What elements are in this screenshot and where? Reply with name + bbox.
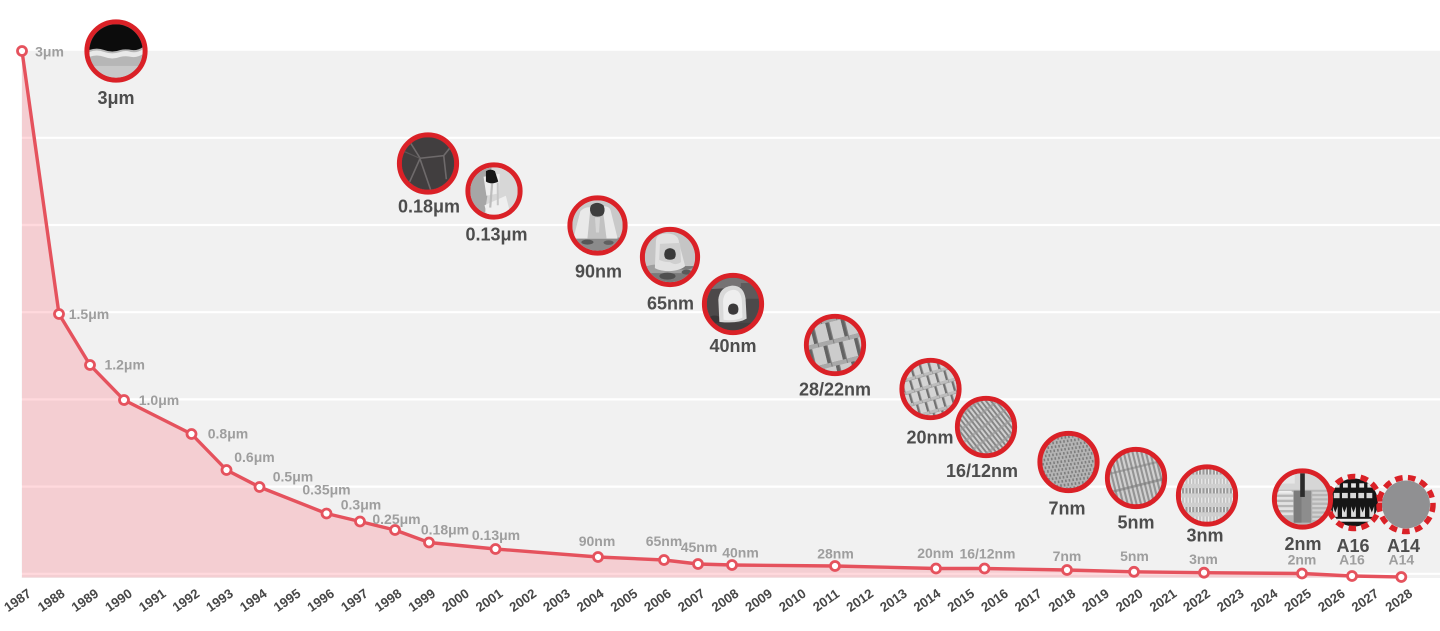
svg-text:2019: 2019 — [1079, 586, 1112, 615]
svg-text:2011: 2011 — [810, 586, 842, 615]
svg-text:0.3μm: 0.3μm — [341, 497, 381, 513]
svg-text:A14: A14 — [1387, 536, 1420, 556]
svg-text:2014: 2014 — [911, 585, 944, 614]
svg-text:28/22nm: 28/22nm — [799, 380, 871, 400]
svg-text:2018: 2018 — [1046, 586, 1079, 615]
svg-text:2020: 2020 — [1113, 586, 1146, 615]
svg-text:2022: 2022 — [1180, 586, 1213, 615]
svg-text:0.18μm: 0.18μm — [398, 197, 460, 217]
svg-text:2001: 2001 — [473, 586, 506, 615]
svg-text:1996: 1996 — [304, 586, 337, 615]
svg-text:1.5μm: 1.5μm — [69, 306, 109, 322]
svg-text:1997: 1997 — [338, 586, 371, 615]
svg-text:1995: 1995 — [271, 586, 304, 615]
svg-text:2024: 2024 — [1248, 585, 1281, 614]
svg-text:2006: 2006 — [641, 586, 674, 615]
svg-text:2015: 2015 — [944, 586, 977, 615]
svg-text:7nm: 7nm — [1053, 548, 1082, 564]
svg-text:1999: 1999 — [405, 586, 438, 615]
svg-text:1994: 1994 — [237, 585, 270, 614]
svg-text:65nm: 65nm — [646, 533, 683, 549]
svg-text:40nm: 40nm — [709, 336, 756, 356]
svg-text:1989: 1989 — [69, 586, 102, 615]
svg-text:2021: 2021 — [1147, 586, 1180, 615]
svg-text:7nm: 7nm — [1048, 499, 1085, 519]
svg-text:2017: 2017 — [1012, 586, 1045, 615]
svg-text:45nm: 45nm — [681, 539, 718, 555]
svg-text:16/12nm: 16/12nm — [959, 546, 1015, 562]
svg-text:A16: A16 — [1339, 552, 1365, 568]
svg-text:1993: 1993 — [203, 586, 236, 615]
svg-text:0.18μm: 0.18μm — [421, 522, 469, 538]
svg-text:65nm: 65nm — [647, 294, 694, 314]
svg-text:16/12nm: 16/12nm — [946, 461, 1018, 481]
svg-text:5nm: 5nm — [1120, 548, 1149, 564]
svg-text:A14: A14 — [1388, 552, 1414, 568]
svg-text:2012: 2012 — [843, 586, 876, 615]
svg-text:0.25μm: 0.25μm — [372, 511, 420, 527]
svg-text:2008: 2008 — [709, 586, 742, 615]
svg-text:5nm: 5nm — [1117, 513, 1154, 533]
svg-text:1987: 1987 — [1, 586, 34, 615]
svg-text:2009: 2009 — [742, 586, 775, 615]
svg-text:1990: 1990 — [102, 586, 135, 615]
svg-text:2000: 2000 — [439, 586, 472, 615]
svg-text:2nm: 2nm — [1288, 552, 1317, 568]
svg-text:2003: 2003 — [540, 586, 573, 615]
svg-text:20nm: 20nm — [906, 428, 953, 448]
svg-text:1998: 1998 — [372, 586, 405, 615]
svg-text:28nm: 28nm — [817, 546, 854, 562]
svg-text:0.5μm: 0.5μm — [273, 469, 313, 485]
svg-text:1.0μm: 1.0μm — [139, 392, 179, 408]
svg-text:40nm: 40nm — [722, 545, 759, 561]
svg-text:20nm: 20nm — [917, 545, 954, 561]
svg-text:0.13μm: 0.13μm — [472, 527, 520, 543]
svg-text:0.35μm: 0.35μm — [302, 482, 350, 498]
svg-text:90nm: 90nm — [575, 262, 622, 282]
svg-text:2023: 2023 — [1214, 586, 1247, 615]
svg-text:1988: 1988 — [35, 586, 68, 615]
svg-text:3nm: 3nm — [1189, 551, 1218, 567]
svg-text:1992: 1992 — [170, 586, 203, 615]
svg-text:3μm: 3μm — [35, 44, 64, 60]
svg-text:2025: 2025 — [1281, 586, 1314, 615]
svg-text:2002: 2002 — [506, 586, 539, 615]
svg-text:2005: 2005 — [608, 586, 641, 615]
svg-text:0.6μm: 0.6μm — [234, 449, 274, 465]
svg-text:3nm: 3nm — [1186, 526, 1223, 546]
svg-text:3μm: 3μm — [97, 88, 134, 108]
svg-text:2026: 2026 — [1315, 586, 1348, 615]
svg-text:90nm: 90nm — [579, 533, 616, 549]
svg-text:0.8μm: 0.8μm — [208, 426, 248, 442]
svg-text:A16: A16 — [1336, 536, 1369, 556]
svg-text:2028: 2028 — [1382, 586, 1415, 615]
svg-text:1991: 1991 — [136, 586, 169, 615]
svg-text:2004: 2004 — [574, 585, 607, 614]
svg-text:2nm: 2nm — [1284, 534, 1321, 554]
svg-text:0.13μm: 0.13μm — [465, 225, 527, 245]
svg-text:1.2μm: 1.2μm — [104, 357, 144, 373]
svg-text:2007: 2007 — [675, 586, 708, 615]
svg-text:2027: 2027 — [1349, 586, 1382, 615]
svg-text:2013: 2013 — [877, 586, 910, 615]
svg-text:2016: 2016 — [978, 586, 1011, 615]
svg-text:2010: 2010 — [776, 586, 809, 615]
